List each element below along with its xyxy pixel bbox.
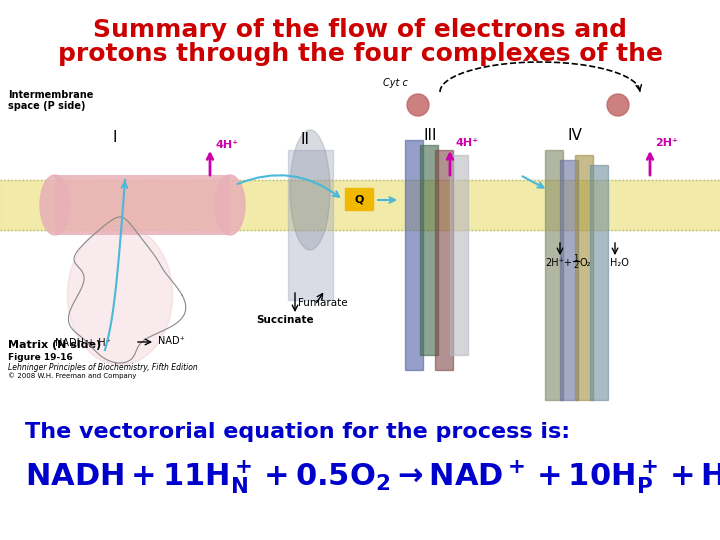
Ellipse shape (290, 130, 330, 250)
Text: 2H⁺: 2H⁺ (655, 138, 678, 148)
Bar (345, 188, 373, 210)
Ellipse shape (68, 225, 173, 365)
Text: 1: 1 (573, 254, 578, 263)
Text: Summary of the flow of electrons and: Summary of the flow of electrons and (93, 18, 627, 42)
Bar (0, 180, 720, 230)
Text: 2: 2 (573, 261, 578, 270)
Ellipse shape (215, 175, 245, 235)
Text: 4H⁺: 4H⁺ (215, 140, 238, 150)
Text: © 2008 W.H. Freeman and Company: © 2008 W.H. Freeman and Company (8, 372, 136, 379)
Bar (420, 145, 438, 355)
Ellipse shape (607, 94, 629, 116)
Text: Lehninger Principles of Biochemistry, Fifth Edition: Lehninger Principles of Biochemistry, Fi… (8, 363, 198, 372)
Bar (575, 155, 593, 400)
Text: Succinate: Succinate (256, 315, 314, 325)
Text: III: III (423, 128, 437, 143)
Bar (288, 150, 333, 300)
Text: Fumarate: Fumarate (298, 298, 348, 308)
Text: The vectororial equation for the process is:: The vectororial equation for the process… (25, 422, 570, 442)
Text: space (P side): space (P side) (8, 101, 86, 111)
Text: I: I (113, 130, 117, 145)
Ellipse shape (40, 175, 70, 235)
Text: H₂O: H₂O (610, 258, 629, 268)
Text: Matrix (N side): Matrix (N side) (8, 340, 101, 350)
Text: 4H⁺: 4H⁺ (455, 138, 478, 148)
Bar (405, 140, 423, 370)
Text: NAD⁺: NAD⁺ (158, 336, 185, 346)
Text: II: II (300, 132, 310, 147)
Text: $\bf{NADH + 11H^+_N + 0.5O_2 \rightarrow NAD^+ + 10H^+_P + H_2O}$: $\bf{NADH + 11H^+_N + 0.5O_2 \rightarrow… (25, 458, 720, 496)
Text: Figure 19-16: Figure 19-16 (8, 353, 73, 362)
Text: 2H⁺+: 2H⁺+ (545, 258, 572, 268)
Bar (545, 150, 563, 400)
Bar (55, 175, 230, 235)
Text: IV: IV (567, 128, 582, 143)
Bar (450, 155, 468, 355)
Text: NADH + H⁺: NADH + H⁺ (55, 338, 111, 348)
Bar (560, 160, 578, 400)
Text: Cyt c: Cyt c (382, 78, 408, 88)
Bar (590, 165, 608, 400)
Ellipse shape (407, 94, 429, 116)
Text: protons through the four complexes of the: protons through the four complexes of th… (58, 42, 662, 66)
Bar (435, 150, 453, 370)
Bar (0, 75, 720, 400)
Text: O₂: O₂ (580, 258, 592, 268)
Text: Q: Q (354, 194, 364, 204)
Text: Intermembrane: Intermembrane (8, 90, 94, 100)
